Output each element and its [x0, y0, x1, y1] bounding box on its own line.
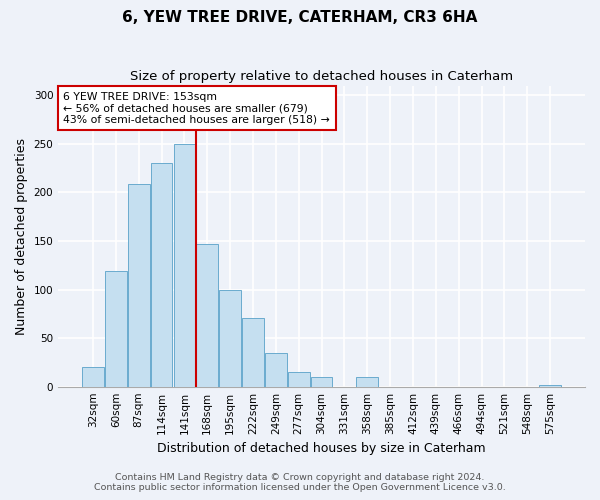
Bar — [539, 384, 561, 386]
Bar — [173, 144, 195, 386]
Bar — [288, 372, 310, 386]
Text: 6 YEW TREE DRIVE: 153sqm
← 56% of detached houses are smaller (679)
43% of semi-: 6 YEW TREE DRIVE: 153sqm ← 56% of detach… — [64, 92, 330, 125]
Bar — [356, 377, 378, 386]
Bar — [196, 244, 218, 386]
Text: 6, YEW TREE DRIVE, CATERHAM, CR3 6HA: 6, YEW TREE DRIVE, CATERHAM, CR3 6HA — [122, 10, 478, 25]
Bar — [311, 377, 332, 386]
Bar — [265, 352, 287, 386]
Bar — [151, 164, 172, 386]
Text: Contains HM Land Registry data © Crown copyright and database right 2024.
Contai: Contains HM Land Registry data © Crown c… — [94, 473, 506, 492]
Bar — [219, 290, 241, 386]
Bar — [128, 184, 149, 386]
X-axis label: Distribution of detached houses by size in Caterham: Distribution of detached houses by size … — [157, 442, 486, 455]
Bar — [105, 271, 127, 386]
Bar — [82, 368, 104, 386]
Title: Size of property relative to detached houses in Caterham: Size of property relative to detached ho… — [130, 70, 513, 83]
Bar — [242, 318, 264, 386]
Y-axis label: Number of detached properties: Number of detached properties — [15, 138, 28, 334]
